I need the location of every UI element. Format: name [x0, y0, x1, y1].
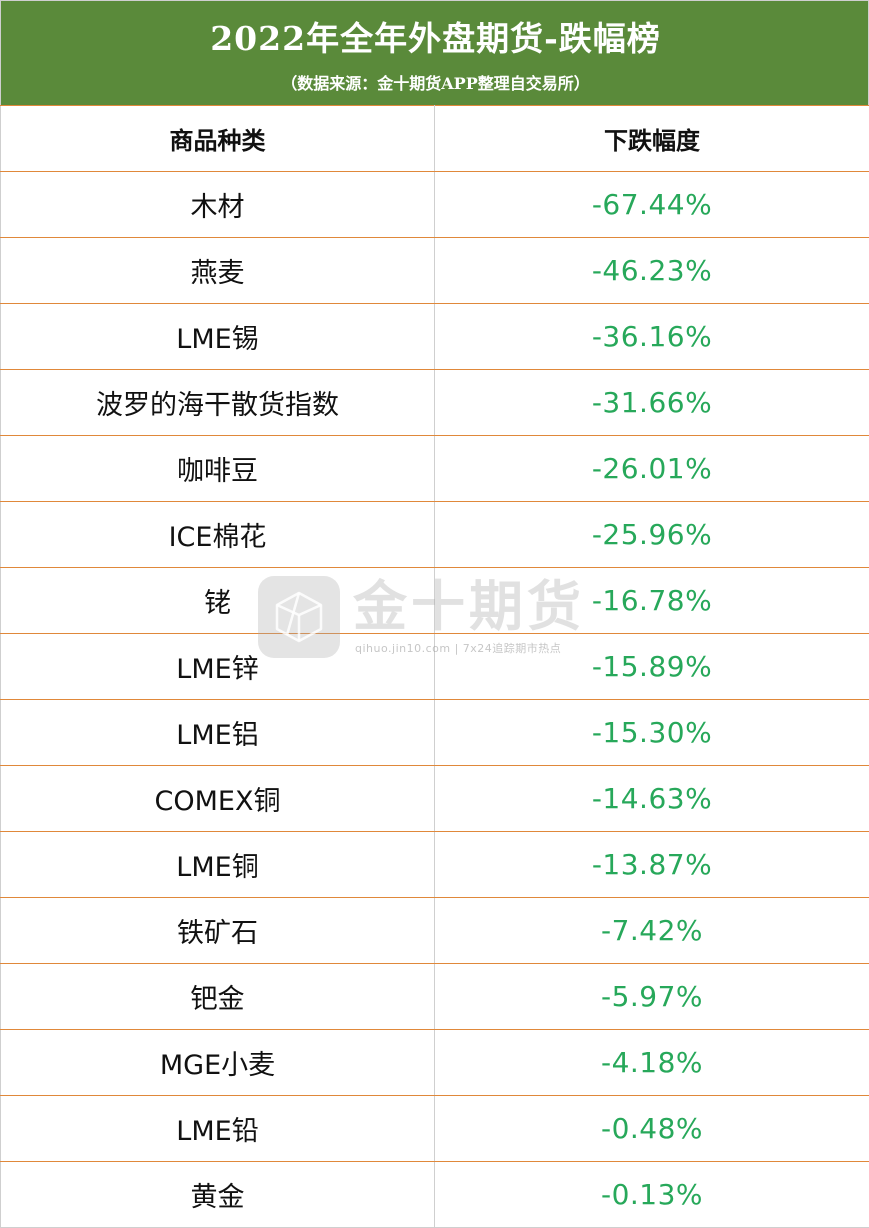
decline-value: -5.97%	[434, 963, 869, 1030]
commodity-name: 铑	[0, 567, 435, 634]
table-row: 铑 -16.78%	[0, 567, 869, 634]
decline-value: -67.44%	[434, 171, 869, 238]
commodity-name: 咖啡豆	[0, 435, 435, 502]
decline-value: -14.63%	[434, 765, 869, 832]
table-row: COMEX铜 -14.63%	[0, 765, 869, 832]
commodity-name: 燕麦	[0, 237, 435, 304]
decline-value: -7.42%	[434, 897, 869, 964]
page-title: 2022年全年外盘期货-跌幅榜	[210, 19, 661, 58]
table-row: 咖啡豆 -26.01%	[0, 435, 869, 502]
decline-value: -36.16%	[434, 303, 869, 370]
table-row: 黄金 -0.13%	[0, 1161, 869, 1228]
table-row: LME铝 -15.30%	[0, 699, 869, 766]
decline-value: -46.23%	[434, 237, 869, 304]
decline-value: -4.18%	[434, 1029, 869, 1096]
commodity-name: 黄金	[0, 1161, 435, 1228]
commodity-name: LME铅	[0, 1095, 435, 1162]
column-header-commodity: 商品种类	[0, 105, 435, 172]
table-row: LME锌 -15.89%	[0, 633, 869, 700]
commodity-name: 木材	[0, 171, 435, 238]
decline-value: -15.89%	[434, 633, 869, 700]
table-row: 钯金 -5.97%	[0, 963, 869, 1030]
table-row: LME锡 -36.16%	[0, 303, 869, 370]
table-row: 木材 -67.44%	[0, 171, 869, 238]
commodity-name: ICE棉花	[0, 501, 435, 568]
commodity-name: 钯金	[0, 963, 435, 1030]
commodity-name: 波罗的海干散货指数	[0, 369, 435, 436]
decline-ranking-table: 商品种类 下跌幅度 木材 -67.44% 燕麦 -46.23% LME锡 -36.16…	[0, 105, 869, 1228]
decline-value: -25.96%	[434, 501, 869, 568]
decline-value: -31.66%	[434, 369, 869, 436]
table-row: 波罗的海干散货指数 -31.66%	[0, 369, 869, 436]
commodity-name: LME铝	[0, 699, 435, 766]
decline-value: -0.48%	[434, 1095, 869, 1162]
table-row: LME铅 -0.48%	[0, 1095, 869, 1162]
decline-value: -26.01%	[434, 435, 869, 502]
decline-value: -16.78%	[434, 567, 869, 634]
commodity-name: LME锌	[0, 633, 435, 700]
data-source-note: （数据来源：金十期货APP整理自交易所）	[281, 74, 590, 93]
table-row: 铁矿石 -7.42%	[0, 897, 869, 964]
decline-value: -15.30%	[434, 699, 869, 766]
column-header-decline: 下跌幅度	[434, 105, 869, 172]
decline-value: -0.13%	[434, 1161, 869, 1228]
commodity-name: 铁矿石	[0, 897, 435, 964]
decline-value: -13.87%	[434, 831, 869, 898]
table-row: LME铜 -13.87%	[0, 831, 869, 898]
commodity-name: COMEX铜	[0, 765, 435, 832]
table-row: MGE小麦 -4.18%	[0, 1029, 869, 1096]
table-row: ICE棉花 -25.96%	[0, 501, 869, 568]
commodity-name: LME锡	[0, 303, 435, 370]
commodity-name: MGE小麦	[0, 1029, 435, 1096]
commodity-name: LME铜	[0, 831, 435, 898]
table-header-row: 商品种类 下跌幅度	[0, 105, 869, 172]
table-row: 燕麦 -46.23%	[0, 237, 869, 304]
header-banner: 2022年全年外盘期货-跌幅榜 （数据来源：金十期货APP整理自交易所）	[0, 0, 869, 105]
